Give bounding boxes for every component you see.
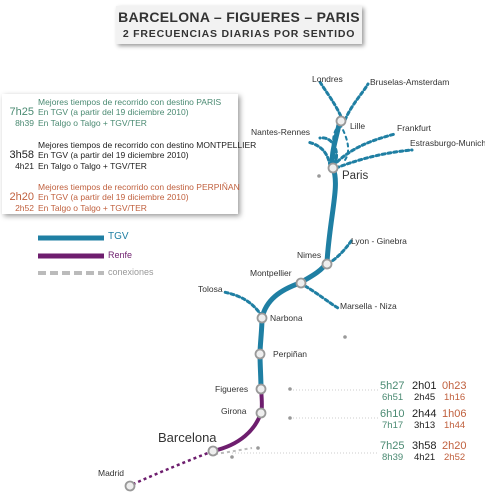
city-lyon: Lyon - Ginebra [351,236,407,246]
station-montpellier [295,277,307,289]
stations [124,115,347,492]
city-narbona: Narbona [270,313,303,323]
city-girona: Girona [221,406,247,416]
city-madrid: Madrid [98,468,124,478]
tt-figueres-mont-talgo: 2h45 [414,392,436,403]
info-montpellier-talgo-time: 4h21 [15,161,34,171]
page-subtitle: 2 FRECUENCIAS DIARIAS POR SENTIDO [122,28,356,40]
info-perpignan-heading: Mejores tiempos de recorrido con destino… [38,182,240,192]
tt-figueres-paris-tgv: 5h27 [380,380,405,392]
title-box: BARCELONA – FIGUERES – PARIS 2 FRECUENCI… [116,6,362,44]
line-nantes [306,140,332,168]
info-montpellier-tgv-desc: En TGV (a partir del 19 diciembre 2010) [38,150,189,160]
info-montpellier-talgo-desc: En Talgo o Talgo + TGV/TER [38,161,147,171]
connection-lines [222,80,414,318]
station-narbona [256,312,268,324]
page-title: BARCELONA – FIGUERES – PARIS [118,9,360,25]
info-perpignan-talgo-time: 2h52 [15,203,34,213]
tt-barcelona-mont-tgv: 3h58 [412,440,437,452]
station-barcelona [207,445,219,457]
tt-figueres-mont-tgv: 2h01 [412,380,437,392]
legend-conexiones-label: conexiones [108,267,154,277]
line-lyon [326,238,354,266]
tt-girona-mont-tgv: 2h44 [412,408,437,420]
line-frankfurt [331,132,397,168]
tt-figueres-paris-talgo: 6h51 [382,392,404,403]
tt-girona-perp-talgo: 1h44 [444,420,466,431]
station-nimes [321,258,333,270]
info-perpignan-tgv-desc: En TGV (a partir del 19 diciembre 2010) [38,192,189,202]
tt-figueres-perp-tgv: 0h23 [442,380,467,392]
info-montpellier-heading: Mejores tiempos de recorrido con destino… [38,140,257,150]
info-paris-talgo-time: 8h39 [15,118,34,128]
tt-barcelona-paris-tgv: 7h25 [380,440,405,452]
station-perpignan [254,348,266,360]
city-nantes: Nantes-Rennes [251,127,311,137]
tt-girona-perp-tgv: 1h06 [442,408,467,420]
station-lille [335,115,347,127]
line-marsella [298,281,340,310]
info-box: Mejores tiempos de recorrido con destino… [2,94,256,214]
city-paris: Paris [342,170,369,182]
station-girona [255,407,267,419]
line-tolosa [222,290,264,318]
tt-barcelona-mont-talgo: 4h21 [414,452,436,463]
line-londres [318,80,345,123]
info-paris-tgv-desc: En TGV (a partir del 19 diciembre 2010) [38,107,189,117]
station-madrid [124,480,136,492]
tt-barcelona-paris-talgo: 8h39 [382,452,404,463]
tt-girona-paris-tgv: 6h10 [380,408,405,420]
city-londres: Londres [312,74,343,84]
city-perpignan: Perpiñan [273,349,308,359]
tt-figueres-perp-talgo: 1h16 [444,392,466,403]
city-nimes: Nimes [297,250,322,260]
info-paris-talgo-desc: En Talgo o Talgo + TGV/TER [38,118,147,128]
city-lille: Lille [350,121,366,131]
city-estrasburgo: Estrasburgo-Munich [410,138,485,148]
tt-girona-paris-talgo: 7h17 [382,420,404,431]
line-madrid [130,449,214,487]
station-figueres [255,383,267,395]
legend-tgv-label: TGV [108,231,129,242]
city-bruselas: Bruselas-Amsterdam [370,77,450,87]
line-estrasburgo [334,148,414,170]
station-paris [327,162,339,174]
info-montpellier-tgv-time: 3h58 [9,149,34,161]
line-bruselas [343,82,370,122]
tt-girona-mont-talgo: 3h13 [414,420,436,431]
tt-barcelona-perp-talgo: 2h52 [444,452,466,463]
info-paris-tgv-time: 7h25 [9,106,34,118]
info-perpignan-tgv-time: 2h20 [9,191,34,203]
city-montpellier: Montpellier [250,268,292,278]
info-perpignan-talgo-desc: En Talgo o Talgo + TGV/TER [38,203,147,213]
city-figueres: Figueres [215,384,249,394]
city-marsella: Marsella - Niza [340,301,397,311]
tt-barcelona-perp-tgv: 2h20 [442,440,467,452]
renfe-line [211,387,264,453]
city-barcelona: Barcelona [158,430,217,445]
info-paris-heading: Mejores tiempos de recorrido con destino… [38,97,222,107]
city-tolosa: Tolosa [198,284,223,294]
legend-renfe-label: Renfe [108,250,133,260]
city-frankfurt: Frankfurt [397,123,432,133]
